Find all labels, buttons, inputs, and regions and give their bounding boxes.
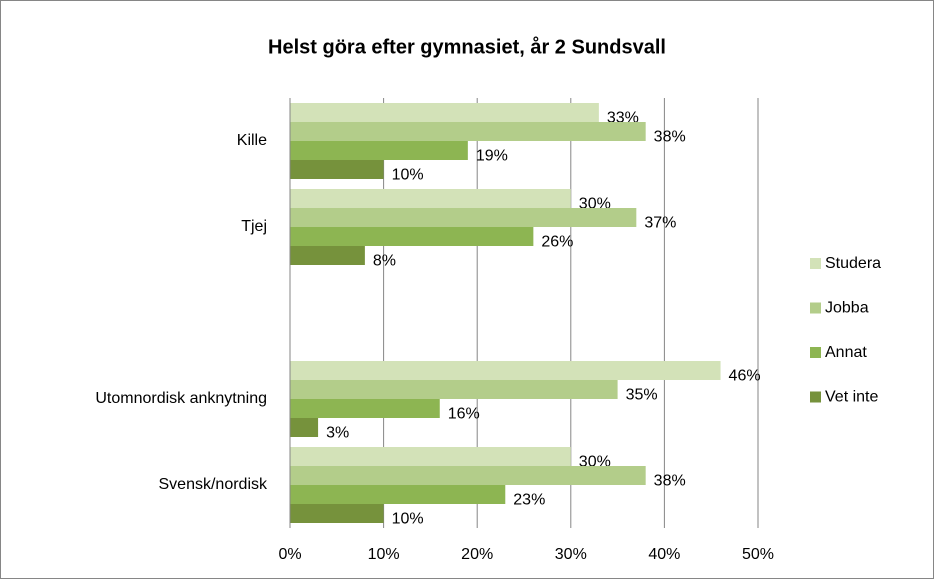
x-tick-label: 40% bbox=[648, 546, 680, 563]
bar bbox=[290, 160, 384, 179]
x-tick-label: 0% bbox=[278, 546, 301, 563]
bar bbox=[290, 485, 506, 504]
data-label: 35% bbox=[626, 387, 658, 404]
data-label: 38% bbox=[654, 473, 686, 490]
data-label: 23% bbox=[513, 492, 545, 509]
bar bbox=[290, 418, 319, 437]
data-label: 46% bbox=[729, 368, 761, 385]
legend-swatch bbox=[810, 347, 821, 358]
bar bbox=[290, 122, 646, 141]
legend-label: Vet inte bbox=[825, 389, 878, 406]
bar bbox=[290, 227, 534, 246]
legend-swatch bbox=[810, 391, 821, 403]
bar bbox=[290, 504, 384, 523]
y-tick-label: Svensk/nordisk bbox=[159, 476, 268, 493]
data-label: 3% bbox=[326, 425, 349, 442]
legend-label: Annat bbox=[825, 344, 867, 361]
bar bbox=[290, 361, 721, 380]
legend-swatch bbox=[810, 258, 821, 269]
y-tick-label: Utomnordisk anknytning bbox=[95, 390, 267, 407]
legend-swatch bbox=[810, 302, 821, 314]
data-label: 10% bbox=[392, 167, 424, 184]
y-tick-label: Kille bbox=[237, 132, 267, 149]
legend-label: Studera bbox=[825, 255, 881, 272]
x-tick-label: 10% bbox=[368, 546, 400, 563]
data-label: 8% bbox=[373, 253, 396, 270]
data-label: 16% bbox=[448, 406, 480, 423]
x-tick-label: 30% bbox=[555, 546, 587, 563]
legend-label: Jobba bbox=[825, 300, 869, 317]
bar bbox=[290, 246, 365, 265]
x-tick-label: 50% bbox=[742, 546, 774, 563]
data-label: 26% bbox=[541, 234, 573, 251]
bar bbox=[290, 208, 637, 227]
bar bbox=[290, 189, 571, 208]
bar bbox=[290, 103, 599, 122]
bar bbox=[290, 141, 468, 160]
data-label: 10% bbox=[392, 511, 424, 528]
data-label: 37% bbox=[644, 215, 676, 232]
data-label: 19% bbox=[476, 148, 508, 165]
bar bbox=[290, 380, 618, 399]
y-tick-label: Tjej bbox=[241, 218, 267, 235]
x-tick-label: 20% bbox=[461, 546, 493, 563]
data-label: 38% bbox=[654, 129, 686, 146]
chart-title: Helst göra efter gymnasiet, år 2 Sundsva… bbox=[268, 35, 666, 58]
bar bbox=[290, 399, 440, 418]
bar bbox=[290, 447, 571, 466]
bar bbox=[290, 466, 646, 485]
